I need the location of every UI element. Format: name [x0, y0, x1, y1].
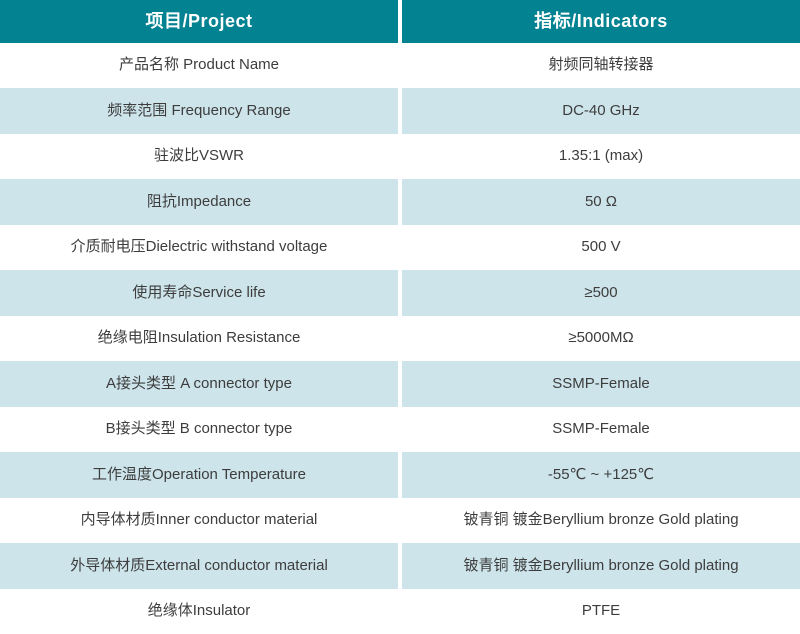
indicator-cell: 铍青铜 镀金Beryllium bronze Gold plating [402, 543, 800, 589]
indicator-cell: DC-40 GHz [402, 88, 800, 134]
indicator-cell: 1.35:1 (max) [402, 133, 800, 180]
table-row: 使用寿命Service life ≥500 [0, 270, 800, 316]
table-row: 频率范围 Frequency Range DC-40 GHz [0, 88, 800, 134]
table-row: B接头类型 B connector type SSMP-Female [0, 406, 800, 453]
indicator-cell: -55℃ ~ +125℃ [402, 452, 800, 498]
table-row: 外导体材质External conductor material 铍青铜 镀金B… [0, 543, 800, 589]
indicator-cell: 射频同轴转接器 [402, 43, 800, 89]
project-cell: 产品名称 Product Name [0, 43, 398, 89]
table-row: A接头类型 A connector type SSMP-Female [0, 361, 800, 407]
project-cell: 频率范围 Frequency Range [0, 88, 398, 134]
table-row: 介质耐电压Dielectric withstand voltage 500 V [0, 224, 800, 271]
project-cell: 阻抗Impedance [0, 179, 398, 225]
indicator-cell: ≥500 [402, 270, 800, 316]
indicator-cell: 500 V [402, 224, 800, 271]
table-header-row: 项目/Project 指标/Indicators [0, 0, 800, 43]
project-cell: 介质耐电压Dielectric withstand voltage [0, 224, 398, 271]
project-cell: 内导体材质Inner conductor material [0, 497, 398, 544]
indicator-cell: 50 Ω [402, 179, 800, 225]
column-header-indicators: 指标/Indicators [402, 0, 800, 43]
project-cell: 使用寿命Service life [0, 270, 398, 316]
project-cell: 驻波比VSWR [0, 133, 398, 180]
indicator-cell: 铍青铜 镀金Beryllium bronze Gold plating [402, 497, 800, 544]
project-cell: A接头类型 A connector type [0, 361, 398, 407]
indicator-cell: ≥5000MΩ [402, 315, 800, 362]
project-cell: 绝缘体Insulator [0, 588, 398, 634]
indicator-cell: SSMP-Female [402, 361, 800, 407]
project-cell: B接头类型 B connector type [0, 406, 398, 453]
table-row: 绝缘体Insulator PTFE [0, 588, 800, 634]
indicator-cell: PTFE [402, 588, 800, 634]
table-row: 驻波比VSWR 1.35:1 (max) [0, 133, 800, 180]
table-row: 产品名称 Product Name 射频同轴转接器 [0, 43, 800, 89]
project-cell: 绝缘电阻Insulation Resistance [0, 315, 398, 362]
table-row: 阻抗Impedance 50 Ω [0, 179, 800, 225]
project-cell: 外导体材质External conductor material [0, 543, 398, 589]
indicator-cell: SSMP-Female [402, 406, 800, 453]
table-row: 内导体材质Inner conductor material 铍青铜 镀金Bery… [0, 497, 800, 544]
table-row: 绝缘电阻Insulation Resistance ≥5000MΩ [0, 315, 800, 362]
table-row: 工作温度Operation Temperature -55℃ ~ +125℃ [0, 452, 800, 498]
column-header-project: 项目/Project [0, 0, 398, 43]
project-cell: 工作温度Operation Temperature [0, 452, 398, 498]
